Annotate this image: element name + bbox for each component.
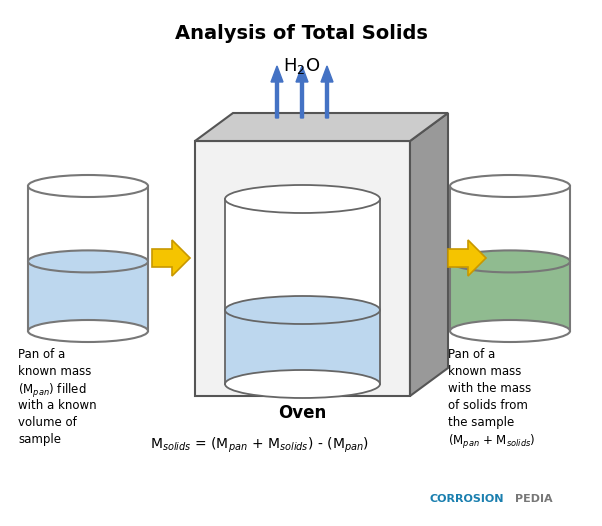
- Polygon shape: [450, 261, 570, 331]
- Ellipse shape: [28, 175, 148, 197]
- Ellipse shape: [450, 250, 570, 272]
- Polygon shape: [225, 199, 380, 384]
- Ellipse shape: [450, 175, 570, 197]
- Text: with a known: with a known: [18, 399, 97, 412]
- Polygon shape: [225, 310, 380, 384]
- Text: M$_{solids}$ = (M$_{pan}$ + M$_{solids}$) - (M$_{pan}$): M$_{solids}$ = (M$_{pan}$ + M$_{solids}$…: [150, 436, 369, 456]
- Polygon shape: [195, 141, 410, 396]
- Text: volume of: volume of: [18, 416, 76, 429]
- Polygon shape: [450, 186, 570, 331]
- Text: (M$_{pan}$ + M$_{solids}$): (M$_{pan}$ + M$_{solids}$): [448, 433, 536, 451]
- FancyArrow shape: [296, 66, 308, 118]
- Text: the sample: the sample: [448, 416, 514, 429]
- FancyArrow shape: [271, 66, 283, 118]
- Ellipse shape: [225, 296, 380, 324]
- Text: Analysis of Total Solids: Analysis of Total Solids: [175, 24, 427, 43]
- Text: CORROSION: CORROSION: [430, 494, 504, 504]
- Text: H$_2$O: H$_2$O: [284, 56, 321, 76]
- Text: of solids from: of solids from: [448, 399, 528, 412]
- Polygon shape: [28, 261, 148, 331]
- Text: known mass: known mass: [448, 365, 521, 378]
- FancyArrow shape: [321, 66, 333, 118]
- Ellipse shape: [225, 370, 380, 398]
- Text: Pan of a: Pan of a: [18, 348, 65, 361]
- Text: PEDIA: PEDIA: [515, 494, 553, 504]
- Text: known mass: known mass: [18, 365, 92, 378]
- FancyArrow shape: [448, 240, 486, 276]
- Polygon shape: [195, 113, 448, 141]
- Text: Oven: Oven: [278, 404, 327, 422]
- Polygon shape: [28, 186, 148, 331]
- Ellipse shape: [225, 185, 380, 213]
- Ellipse shape: [450, 320, 570, 342]
- Text: Pan of a: Pan of a: [448, 348, 495, 361]
- Text: with the mass: with the mass: [448, 382, 531, 395]
- Polygon shape: [410, 113, 448, 396]
- Text: sample: sample: [18, 433, 61, 446]
- FancyArrow shape: [152, 240, 190, 276]
- Ellipse shape: [28, 320, 148, 342]
- Ellipse shape: [28, 250, 148, 272]
- Text: (M$_{pan}$) filled: (M$_{pan}$) filled: [18, 382, 87, 400]
